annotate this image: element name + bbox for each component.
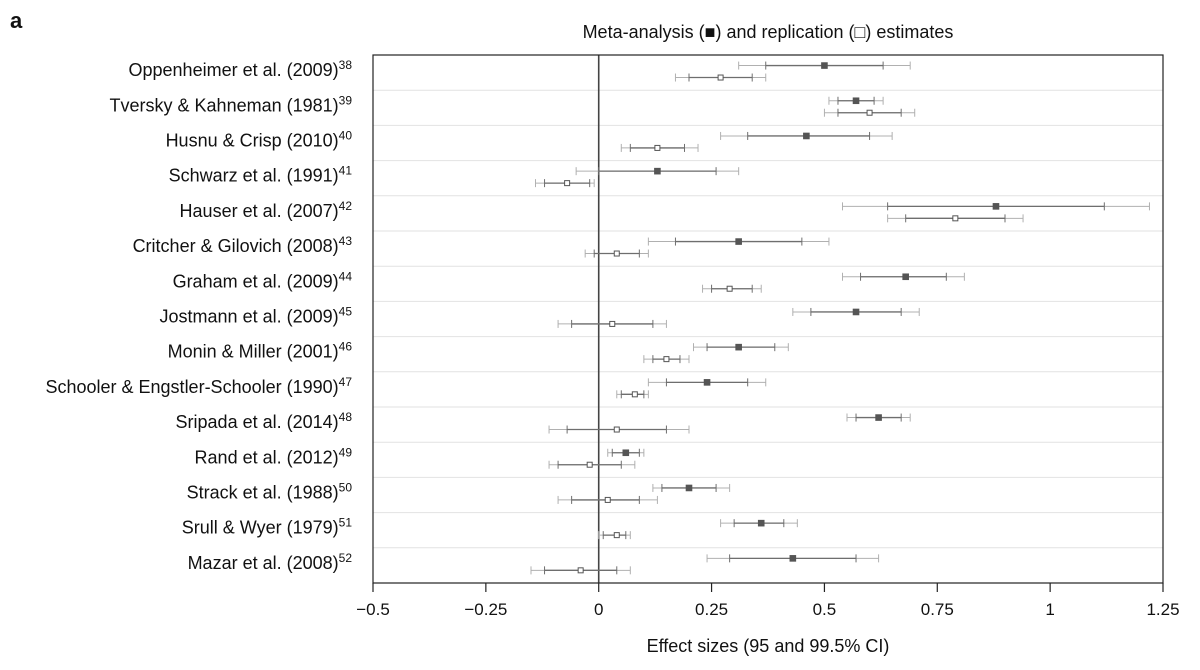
study-label: Graham et al. (2009)44 bbox=[173, 269, 353, 291]
study-label: Strack et al. (1988)50 bbox=[187, 481, 353, 503]
meta-estimate-point bbox=[821, 62, 828, 69]
x-tick-label: 1.25 bbox=[1146, 600, 1179, 619]
x-tick-label: 0 bbox=[594, 600, 603, 619]
replication-estimate-point bbox=[609, 320, 616, 327]
replication-estimate-point bbox=[663, 356, 670, 363]
study-label: Monin & Miller (2001)46 bbox=[168, 340, 353, 362]
x-tick-label: 0.5 bbox=[813, 600, 837, 619]
meta-estimate-point bbox=[992, 203, 1000, 210]
replication-estimate-point bbox=[631, 391, 638, 398]
meta-estimate-point bbox=[803, 132, 810, 140]
study-label: Rand et al. (2012)49 bbox=[195, 445, 353, 467]
x-tick-label: 1 bbox=[1045, 600, 1054, 619]
x-tick-label: 0.75 bbox=[921, 600, 954, 619]
meta-estimate-point bbox=[875, 414, 882, 421]
x-axis-label: Effect sizes (95 and 99.5% CI) bbox=[647, 636, 890, 656]
study-label: Tversky & Kahneman (1981)39 bbox=[110, 93, 353, 115]
x-tick-label: −0.25 bbox=[464, 600, 507, 619]
replication-estimate-point bbox=[604, 496, 611, 503]
study-label: Schwarz et al. (1991)41 bbox=[169, 164, 353, 186]
meta-estimate-point bbox=[902, 273, 909, 281]
x-tick-label: 0.25 bbox=[695, 600, 728, 619]
replication-estimate-point bbox=[952, 215, 959, 222]
meta-estimate-point bbox=[685, 484, 693, 492]
study-label: Hauser et al. (2007)42 bbox=[180, 199, 353, 221]
study-label: Srull & Wyer (1979)51 bbox=[182, 516, 353, 538]
meta-estimate-point bbox=[757, 519, 765, 527]
replication-estimate-point bbox=[866, 109, 873, 116]
replication-estimate-point bbox=[726, 285, 733, 292]
replication-estimate-point bbox=[613, 250, 620, 257]
plot-frame bbox=[372, 54, 1164, 584]
replication-estimate-point bbox=[577, 567, 584, 574]
meta-estimate-point bbox=[852, 97, 860, 105]
replication-estimate-point bbox=[613, 532, 620, 539]
meta-estimate-point bbox=[789, 555, 797, 562]
meta-estimate-point bbox=[622, 449, 630, 457]
chart-title: Meta-analysis (■) and replication (□) es… bbox=[583, 22, 954, 42]
replication-estimate-point bbox=[613, 426, 620, 433]
study-label: Critcher & Gilovich (2008)43 bbox=[133, 234, 353, 256]
study-label: Husnu & Crisp (2010)40 bbox=[166, 129, 353, 151]
study-label: Jostmann et al. (2009)45 bbox=[160, 305, 353, 327]
meta-estimate-point bbox=[852, 308, 860, 316]
study-label: Mazar et al. (2008)52 bbox=[188, 551, 353, 573]
panel-label: a bbox=[10, 8, 23, 33]
meta-estimate-point bbox=[654, 167, 661, 175]
meta-estimate-point bbox=[735, 343, 742, 351]
replication-estimate-point bbox=[586, 461, 593, 468]
meta-estimate-point bbox=[703, 379, 711, 386]
study-label: Schooler & Engstler-Schooler (1990)47 bbox=[45, 375, 352, 397]
study-label: Sripada et al. (2014)48 bbox=[176, 410, 353, 432]
replication-estimate-point bbox=[654, 144, 661, 151]
study-label: Oppenheimer et al. (2009)38 bbox=[129, 58, 353, 80]
meta-estimate-point bbox=[735, 238, 742, 245]
replication-estimate-point bbox=[564, 180, 571, 187]
replication-estimate-point bbox=[717, 74, 724, 81]
x-tick-label: −0.5 bbox=[356, 600, 390, 619]
